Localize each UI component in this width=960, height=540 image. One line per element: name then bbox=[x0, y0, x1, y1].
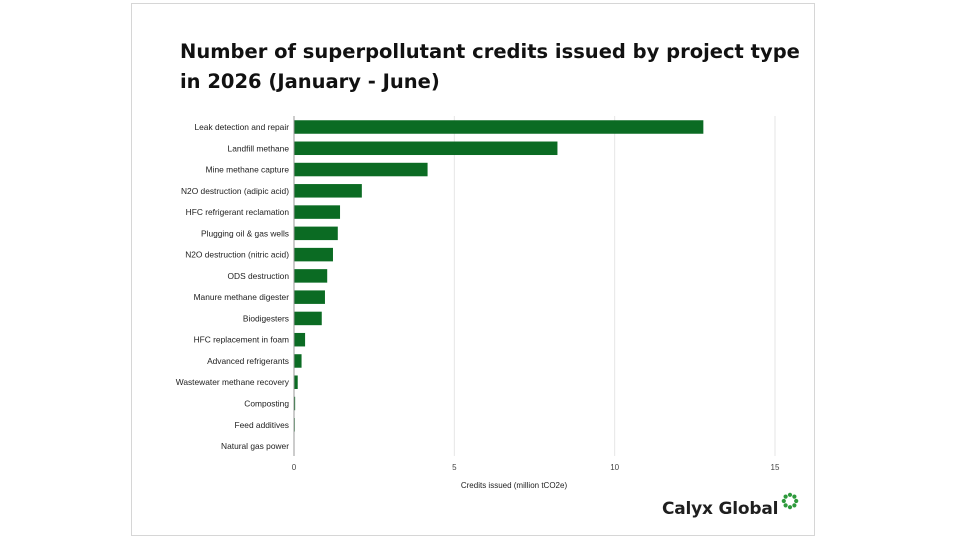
bar bbox=[294, 226, 338, 241]
x-tick-label: 0 bbox=[292, 463, 297, 472]
category-label: Mine methane capture bbox=[206, 165, 290, 175]
x-tick-labels: 0 5 10 15 bbox=[292, 463, 780, 472]
ring-of-dots-icon bbox=[780, 491, 800, 516]
bar bbox=[294, 141, 558, 156]
category-label: Natural gas power bbox=[221, 441, 289, 451]
logo-dot bbox=[794, 498, 799, 504]
chart-title: Number of superpollutant credits issued … bbox=[180, 40, 800, 93]
category-label: HFC refrigerant reclamation bbox=[186, 207, 290, 217]
bar bbox=[294, 396, 296, 411]
category-label: Feed additives bbox=[235, 420, 289, 430]
category-labels: Leak detection and repair Landfill methan… bbox=[176, 122, 290, 451]
logo-dot bbox=[792, 503, 797, 508]
brand-logo: Calyx Global bbox=[662, 491, 800, 519]
category-label: Plugging oil & gas wells bbox=[201, 228, 289, 238]
category-label: Landfill methane bbox=[228, 143, 290, 153]
category-label: N2O destruction (adipic acid) bbox=[181, 186, 289, 196]
category-label: N2O destruction (nitric acid) bbox=[185, 250, 289, 260]
category-label: HFC replacement in foam bbox=[194, 335, 289, 345]
bar bbox=[294, 247, 333, 262]
category-label: Biodigesters bbox=[243, 313, 289, 323]
x-tick-label: 15 bbox=[771, 463, 780, 472]
category-label: Advanced refrigerants bbox=[207, 356, 289, 366]
category-label: Leak detection and repair bbox=[194, 122, 289, 132]
bar bbox=[294, 120, 704, 134]
x-tick-label: 10 bbox=[610, 463, 619, 472]
category-label: ODS destruction bbox=[228, 271, 290, 281]
bar-chart: Leak detection and repair Landfill methan… bbox=[176, 116, 780, 490]
bar bbox=[294, 311, 322, 326]
logo-dot bbox=[788, 505, 793, 510]
bar bbox=[294, 332, 306, 347]
bar bbox=[294, 269, 328, 283]
logo-dot bbox=[783, 503, 788, 508]
x-axis-title: Credits issued (million tCO2e) bbox=[461, 481, 568, 490]
logo-text: Calyx Global bbox=[662, 499, 779, 519]
logo-dot bbox=[788, 492, 793, 497]
bar bbox=[294, 184, 362, 198]
bars bbox=[294, 120, 704, 432]
category-label: Wastewater methane recovery bbox=[176, 377, 290, 387]
bar bbox=[294, 375, 298, 389]
logo-dot bbox=[783, 494, 788, 499]
gridlines bbox=[293, 116, 776, 456]
logo-dot bbox=[781, 498, 787, 504]
chart-card: Number of superpollutant credits issued … bbox=[131, 3, 815, 536]
x-tick-label: 5 bbox=[452, 463, 457, 472]
category-label: Composting bbox=[244, 399, 289, 409]
bar bbox=[294, 162, 428, 177]
category-label: Manure methane digester bbox=[194, 292, 290, 302]
bar bbox=[294, 354, 302, 368]
bar bbox=[294, 290, 325, 304]
bar bbox=[294, 205, 341, 219]
logo-dot bbox=[792, 494, 797, 499]
